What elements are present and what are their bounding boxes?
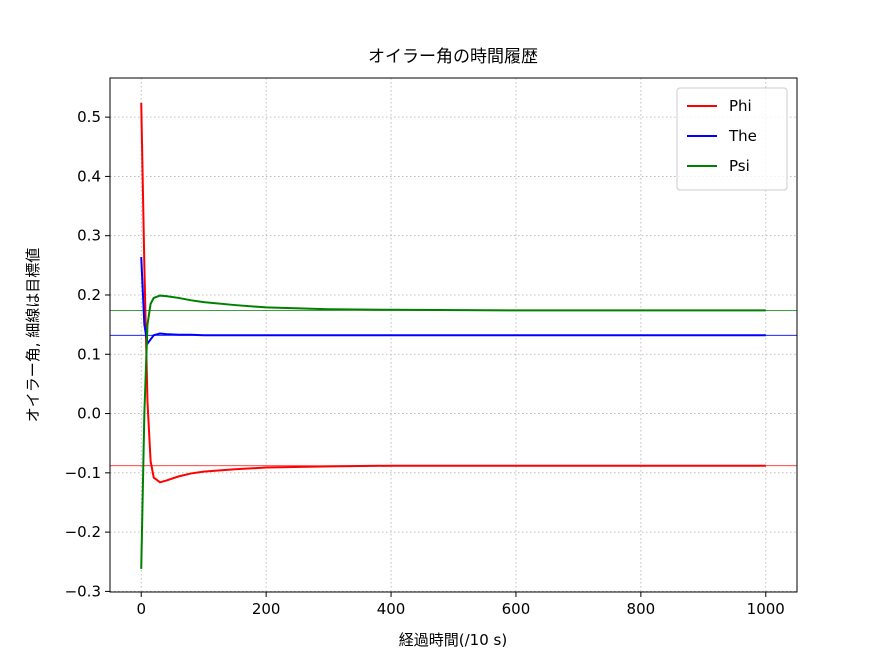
x-axis-label: 経過時間(/10 s) xyxy=(399,631,507,649)
y-tick-label: −0.2 xyxy=(65,523,101,541)
x-tick-label: 400 xyxy=(377,600,406,618)
legend-label: Phi xyxy=(729,97,752,115)
legend-label: Psi xyxy=(729,157,750,175)
y-tick-label: −0.1 xyxy=(65,464,101,482)
x-tick-label: 200 xyxy=(252,600,281,618)
legend-box xyxy=(676,87,788,191)
legend-label: The xyxy=(728,127,757,145)
plot-frame xyxy=(109,77,798,593)
y-tick-label: 0.4 xyxy=(77,167,101,185)
y-tick-label: 0.0 xyxy=(77,405,101,423)
x-tick-label: 0 xyxy=(136,600,146,618)
y-tick-label: 0.2 xyxy=(77,286,101,304)
x-tick-label: 600 xyxy=(502,600,531,618)
y-tick-label: 0.5 xyxy=(77,108,101,126)
y-tick-label: −0.3 xyxy=(65,582,101,600)
chart-title: オイラー角の時間履歴 xyxy=(368,47,538,67)
y-tick-label: 0.3 xyxy=(77,227,101,245)
data-line xyxy=(140,294,766,569)
y-axis-label: オイラー角, 細線は目標値 xyxy=(24,248,42,423)
y-tick-label: 0.1 xyxy=(77,345,101,363)
data-line xyxy=(140,256,766,347)
x-tick-label: 800 xyxy=(627,600,656,618)
x-tick-label: 1000 xyxy=(747,600,785,618)
data-line xyxy=(140,102,766,484)
